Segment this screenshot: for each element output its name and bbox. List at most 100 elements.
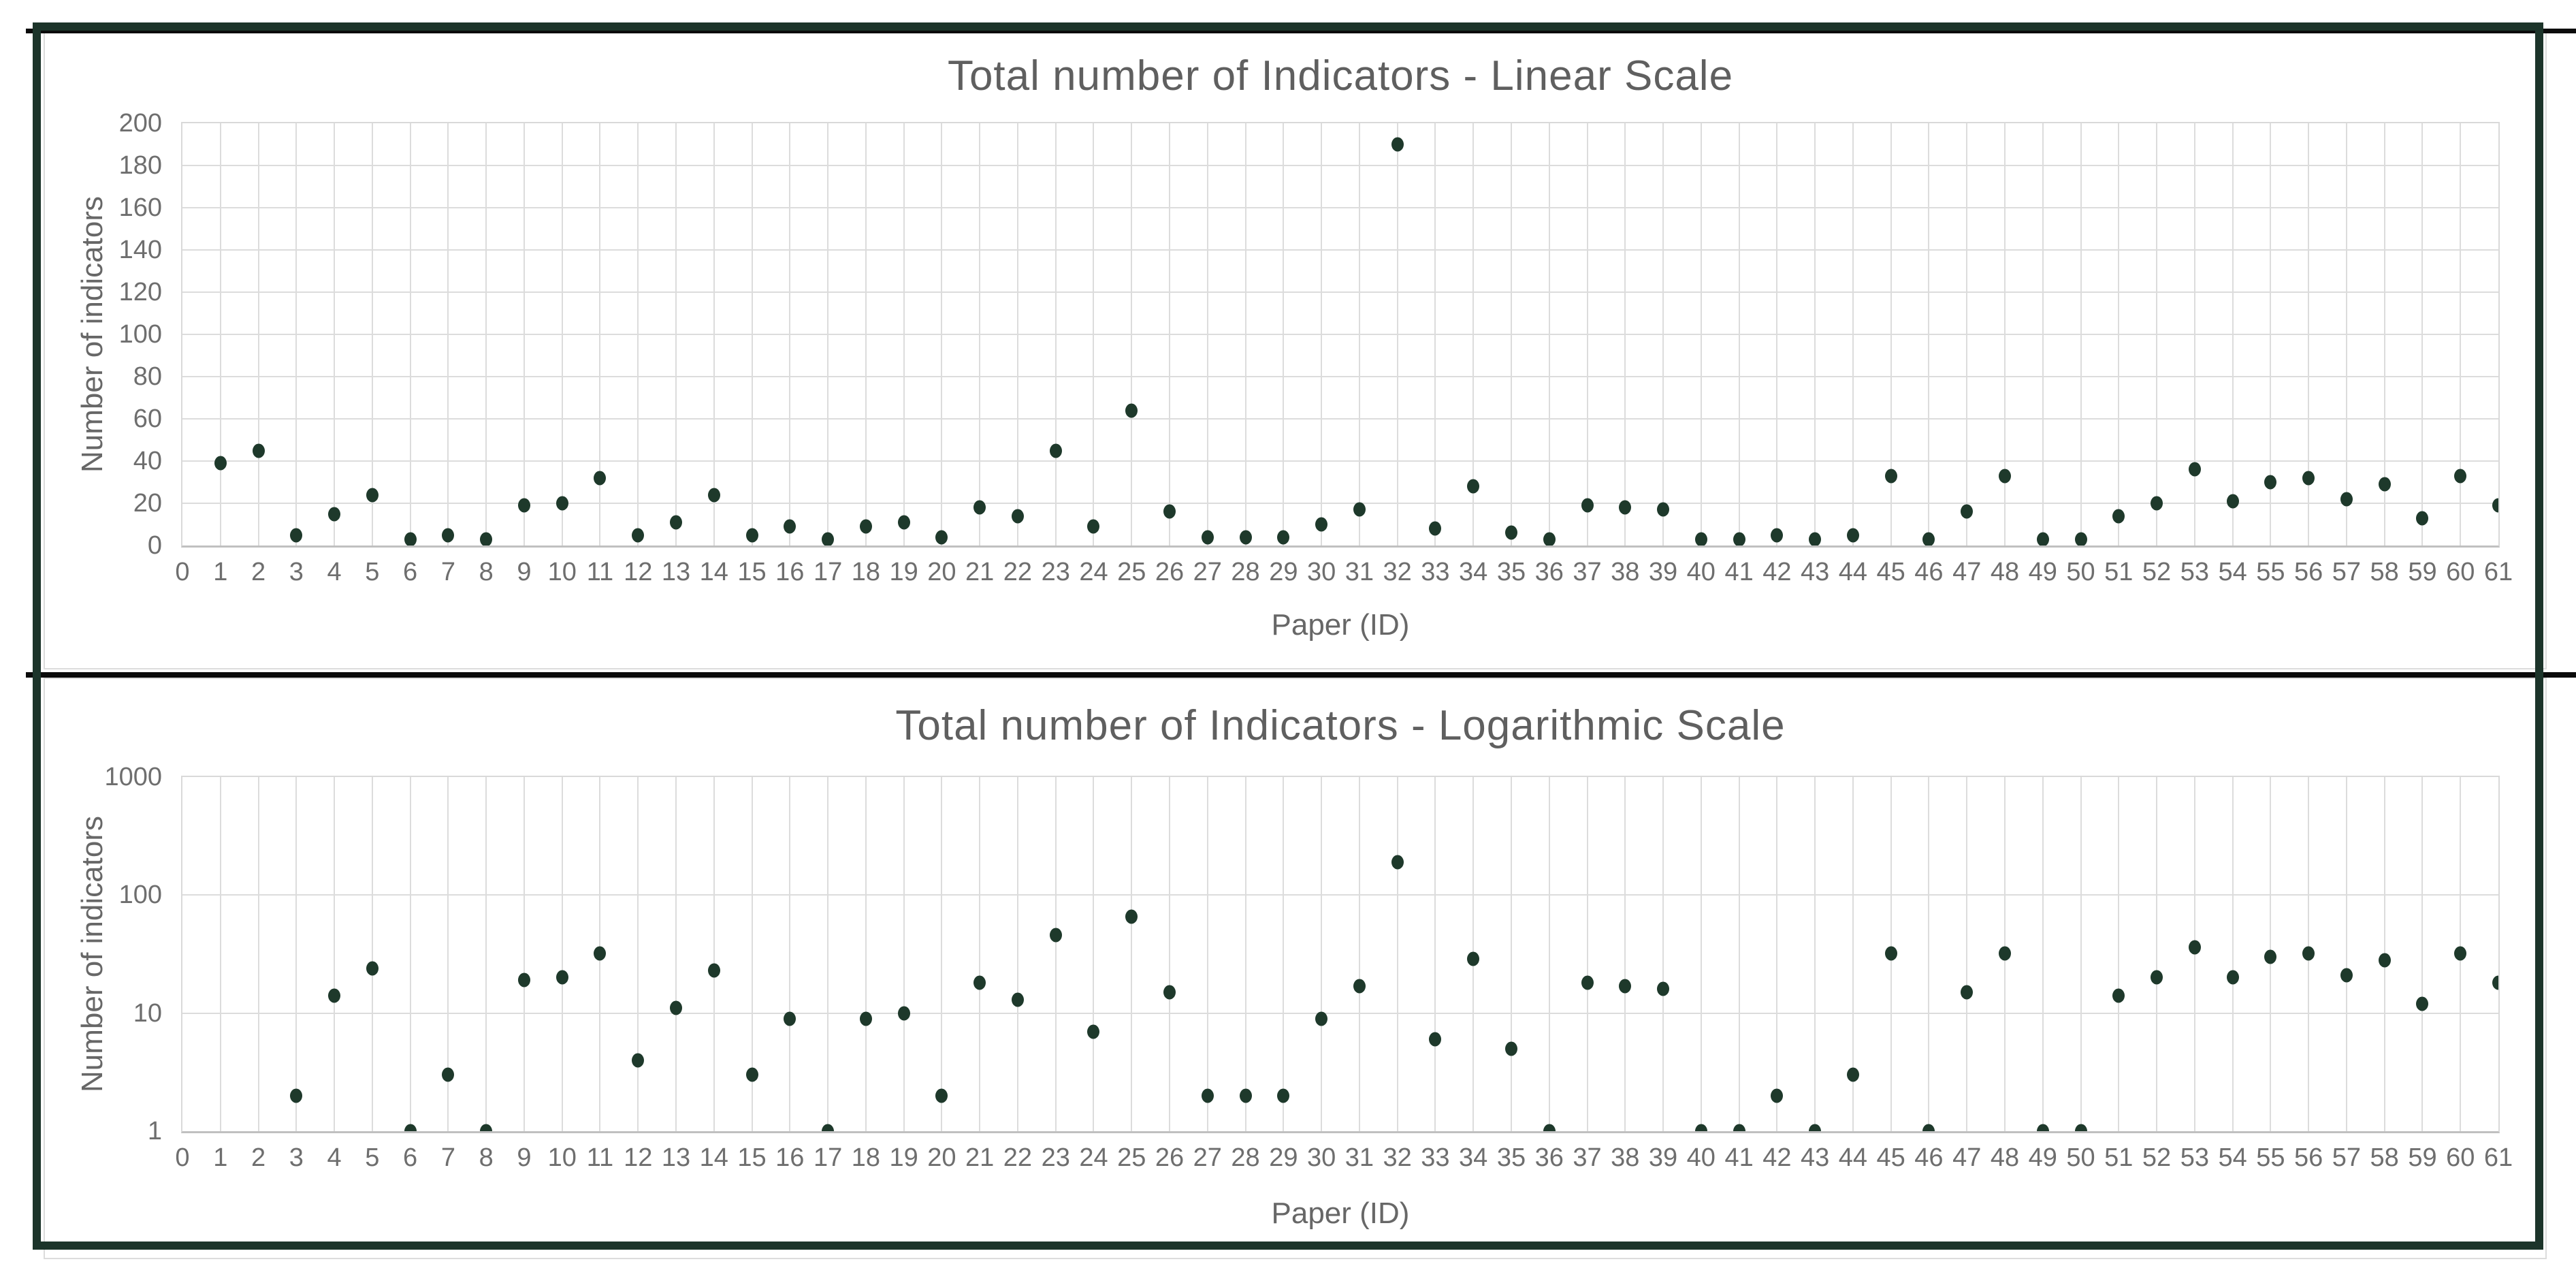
- y-tick-label: 160: [118, 193, 162, 222]
- x-tick-label: 60: [2446, 558, 2475, 586]
- gridline-horizontal: [182, 894, 2498, 896]
- gridline-vertical: [941, 777, 943, 1131]
- x-tick-label: 50: [2066, 558, 2095, 586]
- gridline-vertical: [1054, 777, 1057, 1131]
- data-point: [480, 532, 493, 545]
- x-tick-label: 34: [1459, 1143, 1488, 1172]
- data-point: [973, 975, 986, 990]
- y-tick-label: 60: [133, 405, 162, 433]
- x-tick-label: 39: [1648, 1143, 1678, 1172]
- data-point: [2226, 494, 2239, 509]
- x-tick-label: 61: [2483, 1143, 2513, 1172]
- data-point: [859, 519, 872, 534]
- x-tick-label: 32: [1383, 558, 1412, 586]
- x-tick-label: 50: [2066, 1143, 2095, 1172]
- gridline-vertical: [1396, 777, 1398, 1131]
- x-tick-label: 57: [2332, 1143, 2362, 1172]
- data-point: [2151, 496, 2163, 511]
- x-tick-label: 31: [1345, 1143, 1374, 1172]
- x-tick-label: 13: [661, 558, 691, 586]
- y-tick-label: 20: [133, 489, 162, 518]
- data-point: [1694, 1124, 1707, 1131]
- gridline-vertical: [1169, 777, 1171, 1131]
- gridline-vertical: [1548, 777, 1550, 1131]
- x-tick-label: 49: [2028, 1143, 2057, 1172]
- x-tick-label: 44: [1838, 558, 1868, 586]
- gridline-vertical: [751, 777, 753, 1131]
- x-tick-label: 30: [1306, 1143, 1336, 1172]
- x-tick-label: 40: [1686, 558, 1716, 586]
- data-point: [1619, 500, 1632, 515]
- x-tick-label: 52: [2142, 558, 2172, 586]
- x-tick-label: 37: [1573, 558, 1602, 586]
- x-tick-label: 11: [586, 1143, 614, 1172]
- data-point: [2340, 968, 2353, 983]
- data-point: [2340, 492, 2353, 507]
- x-tick-label: 54: [2218, 1143, 2247, 1172]
- x-tick-label: 32: [1383, 1143, 1412, 1172]
- x-tick-label: 24: [1079, 1143, 1108, 1172]
- data-point: [1922, 532, 1935, 545]
- data-point: [1809, 532, 1822, 545]
- x-tick-label: 31: [1345, 558, 1374, 586]
- x-tick-label: 15: [737, 1143, 767, 1172]
- x-tick-label: 24: [1079, 558, 1108, 586]
- x-tick-label: 29: [1269, 1143, 1298, 1172]
- data-point: [1163, 504, 1176, 519]
- gridline-vertical: [257, 777, 259, 1131]
- x-tick-label: 6: [403, 558, 418, 586]
- data-point: [707, 963, 720, 978]
- data-point: [935, 530, 948, 545]
- data-point: [2416, 996, 2429, 1011]
- data-point: [2302, 471, 2315, 486]
- data-point: [1922, 1124, 1935, 1131]
- data-point: [442, 1067, 455, 1082]
- data-point: [822, 1124, 835, 1131]
- data-point: [480, 1124, 493, 1131]
- gridline-vertical: [447, 777, 449, 1131]
- x-tick-label: 20: [927, 558, 956, 586]
- log-x-axis-label: Paper (ID): [1271, 1197, 1410, 1230]
- gridline-vertical: [2421, 777, 2424, 1131]
- data-point: [1353, 979, 1366, 994]
- x-tick-label: 8: [479, 558, 494, 586]
- x-tick-label: 19: [889, 1143, 918, 1172]
- y-tick-label: 40: [133, 447, 162, 475]
- x-tick-label: 39: [1648, 558, 1678, 586]
- x-tick-label: 27: [1193, 558, 1222, 586]
- data-point: [2416, 511, 2429, 526]
- data-point: [1998, 946, 2011, 961]
- x-tick-label: 55: [2256, 558, 2285, 586]
- x-tick-label: 22: [1003, 1143, 1033, 1172]
- data-point: [632, 1053, 645, 1068]
- x-tick-label: 45: [1876, 558, 1905, 586]
- gridline-vertical: [1093, 777, 1095, 1131]
- x-tick-label: 36: [1534, 1143, 1564, 1172]
- x-tick-label: 3: [289, 558, 304, 586]
- data-point: [1467, 951, 1480, 966]
- data-point: [1315, 1011, 1328, 1026]
- y-tick-label: 1000: [104, 763, 162, 791]
- gridline-vertical: [2080, 777, 2082, 1131]
- data-point: [745, 528, 758, 542]
- x-tick-label: 28: [1231, 558, 1260, 586]
- linear-x-axis-label: Paper (ID): [1271, 608, 1410, 642]
- gridline-horizontal: [182, 334, 2498, 335]
- data-point: [594, 946, 607, 961]
- x-tick-label: 52: [2142, 1143, 2172, 1172]
- x-tick-label: 20: [927, 1143, 956, 1172]
- x-tick-label: 30: [1306, 558, 1336, 586]
- data-point: [328, 507, 341, 521]
- data-point: [935, 1088, 948, 1103]
- log-chart-title: Total number of Indicators - Logarithmic…: [895, 702, 1786, 749]
- x-tick-label: 56: [2294, 1143, 2323, 1172]
- data-point: [2112, 509, 2125, 524]
- data-point: [2492, 498, 2498, 513]
- data-point: [1239, 530, 1252, 545]
- data-point: [1846, 1067, 1859, 1082]
- x-tick-label: 0: [175, 1143, 190, 1172]
- x-tick-label: 35: [1496, 558, 1526, 586]
- data-point: [1733, 532, 1745, 545]
- gridline-vertical: [2118, 777, 2120, 1131]
- data-point: [1277, 530, 1290, 545]
